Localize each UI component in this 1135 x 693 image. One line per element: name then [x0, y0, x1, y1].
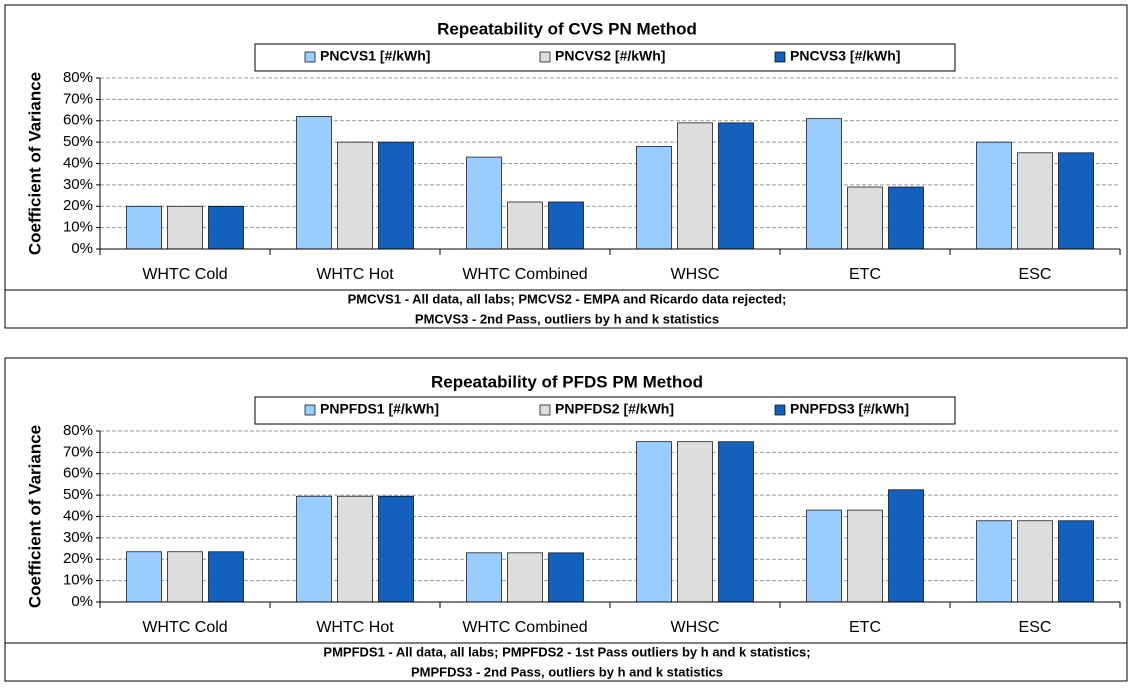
legend-label: PNPFDS3 [#/kWh]: [790, 401, 909, 417]
y-tick-label: 10%: [63, 572, 93, 589]
bar: [208, 551, 244, 603]
bar: [888, 489, 924, 603]
y-tick-label: 40%: [63, 154, 93, 171]
chart-title: Repeatability of CVS PN Method: [437, 19, 697, 38]
x-tick-label: WHTC Combined: [462, 619, 587, 636]
x-tick-label: ETC: [849, 266, 881, 283]
note: PMCVS1 - All data, all labs; PMCVS2 - EM…: [348, 291, 787, 306]
y-tick-label: 50%: [63, 133, 93, 150]
bar: [847, 509, 883, 603]
legend-box: [254, 396, 956, 425]
bar: [1058, 152, 1094, 250]
bar: [976, 520, 1012, 603]
bar: [507, 201, 543, 250]
x-tick-label: WHSC: [671, 619, 720, 636]
legend-swatch: [304, 404, 316, 416]
x-tick-label: ESC: [1019, 266, 1052, 283]
bar: [507, 552, 543, 603]
bar: [337, 495, 373, 603]
bar: [677, 441, 713, 603]
x-tick-label: WHTC Combined: [462, 266, 587, 283]
legend-label: PNPFDS2 [#/kWh]: [555, 401, 674, 417]
bar: [636, 146, 672, 250]
legend-label: PNCVS3 [#/kWh]: [790, 48, 900, 64]
legend-swatch: [539, 404, 551, 416]
x-tick-label: WHTC Cold: [142, 266, 227, 283]
legend-label: PNCVS1 [#/kWh]: [320, 48, 430, 64]
y-tick-label: 50%: [63, 486, 93, 503]
bar: [718, 122, 754, 250]
y-tick-label: 30%: [63, 176, 93, 193]
y-tick-label: 80%: [63, 69, 93, 86]
x-tick-label: WHSC: [671, 266, 720, 283]
bar: [548, 201, 584, 250]
y-axis-label: Coefficient of Variance: [25, 425, 44, 608]
legend-swatch: [304, 51, 316, 63]
x-tick-label: WHTC Hot: [316, 266, 394, 283]
legend-swatch: [774, 404, 786, 416]
bar: [466, 156, 502, 250]
bar: [378, 141, 414, 250]
bar: [126, 551, 162, 603]
bar: [466, 552, 502, 603]
bar: [167, 205, 203, 250]
bar: [1058, 520, 1094, 603]
y-tick-label: 70%: [63, 90, 93, 107]
bar: [888, 186, 924, 250]
y-tick-label: 0%: [71, 240, 93, 257]
y-tick-label: 0%: [71, 593, 93, 610]
legend-label: PNPFDS1 [#/kWh]: [320, 401, 439, 417]
x-tick-label: ESC: [1019, 619, 1052, 636]
y-tick-label: 60%: [63, 465, 93, 482]
bar: [636, 441, 672, 603]
note: PMPFDS1 - All data, all labs; PMPFDS2 - …: [323, 644, 810, 659]
bar: [847, 186, 883, 250]
bar: [296, 116, 332, 250]
bar: [1017, 152, 1053, 250]
x-tick-label: WHTC Cold: [142, 619, 227, 636]
bar: [548, 552, 584, 603]
note: PMCVS3 - 2nd Pass, outliers by h and k s…: [415, 311, 719, 326]
legend-box: [254, 43, 956, 72]
bar: [337, 141, 373, 250]
legend-label: PNCVS2 [#/kWh]: [555, 48, 665, 64]
bar: [718, 441, 754, 603]
bar: [976, 141, 1012, 250]
bar: [806, 118, 842, 250]
y-tick-label: 20%: [63, 197, 93, 214]
bar: [296, 495, 332, 603]
y-tick-label: 60%: [63, 112, 93, 129]
y-tick-label: 20%: [63, 550, 93, 567]
bar: [677, 122, 713, 250]
legend-swatch: [774, 51, 786, 63]
x-tick-label: WHTC Hot: [316, 619, 394, 636]
y-axis-label: Coefficient of Variance: [25, 72, 44, 255]
chart-title: Repeatability of PFDS PM Method: [431, 372, 703, 391]
bar: [126, 205, 162, 250]
bar: [1017, 520, 1053, 603]
y-tick-label: 70%: [63, 443, 93, 460]
y-tick-label: 10%: [63, 219, 93, 236]
bar: [208, 205, 244, 250]
bar: [378, 495, 414, 603]
bar: [806, 509, 842, 603]
y-tick-label: 80%: [63, 422, 93, 439]
bar: [167, 551, 203, 603]
note: PMPFDS3 - 2nd Pass, outliers by h and k …: [411, 664, 723, 679]
y-tick-label: 30%: [63, 529, 93, 546]
legend-swatch: [539, 51, 551, 63]
x-tick-label: ETC: [849, 619, 881, 636]
y-tick-label: 40%: [63, 507, 93, 524]
